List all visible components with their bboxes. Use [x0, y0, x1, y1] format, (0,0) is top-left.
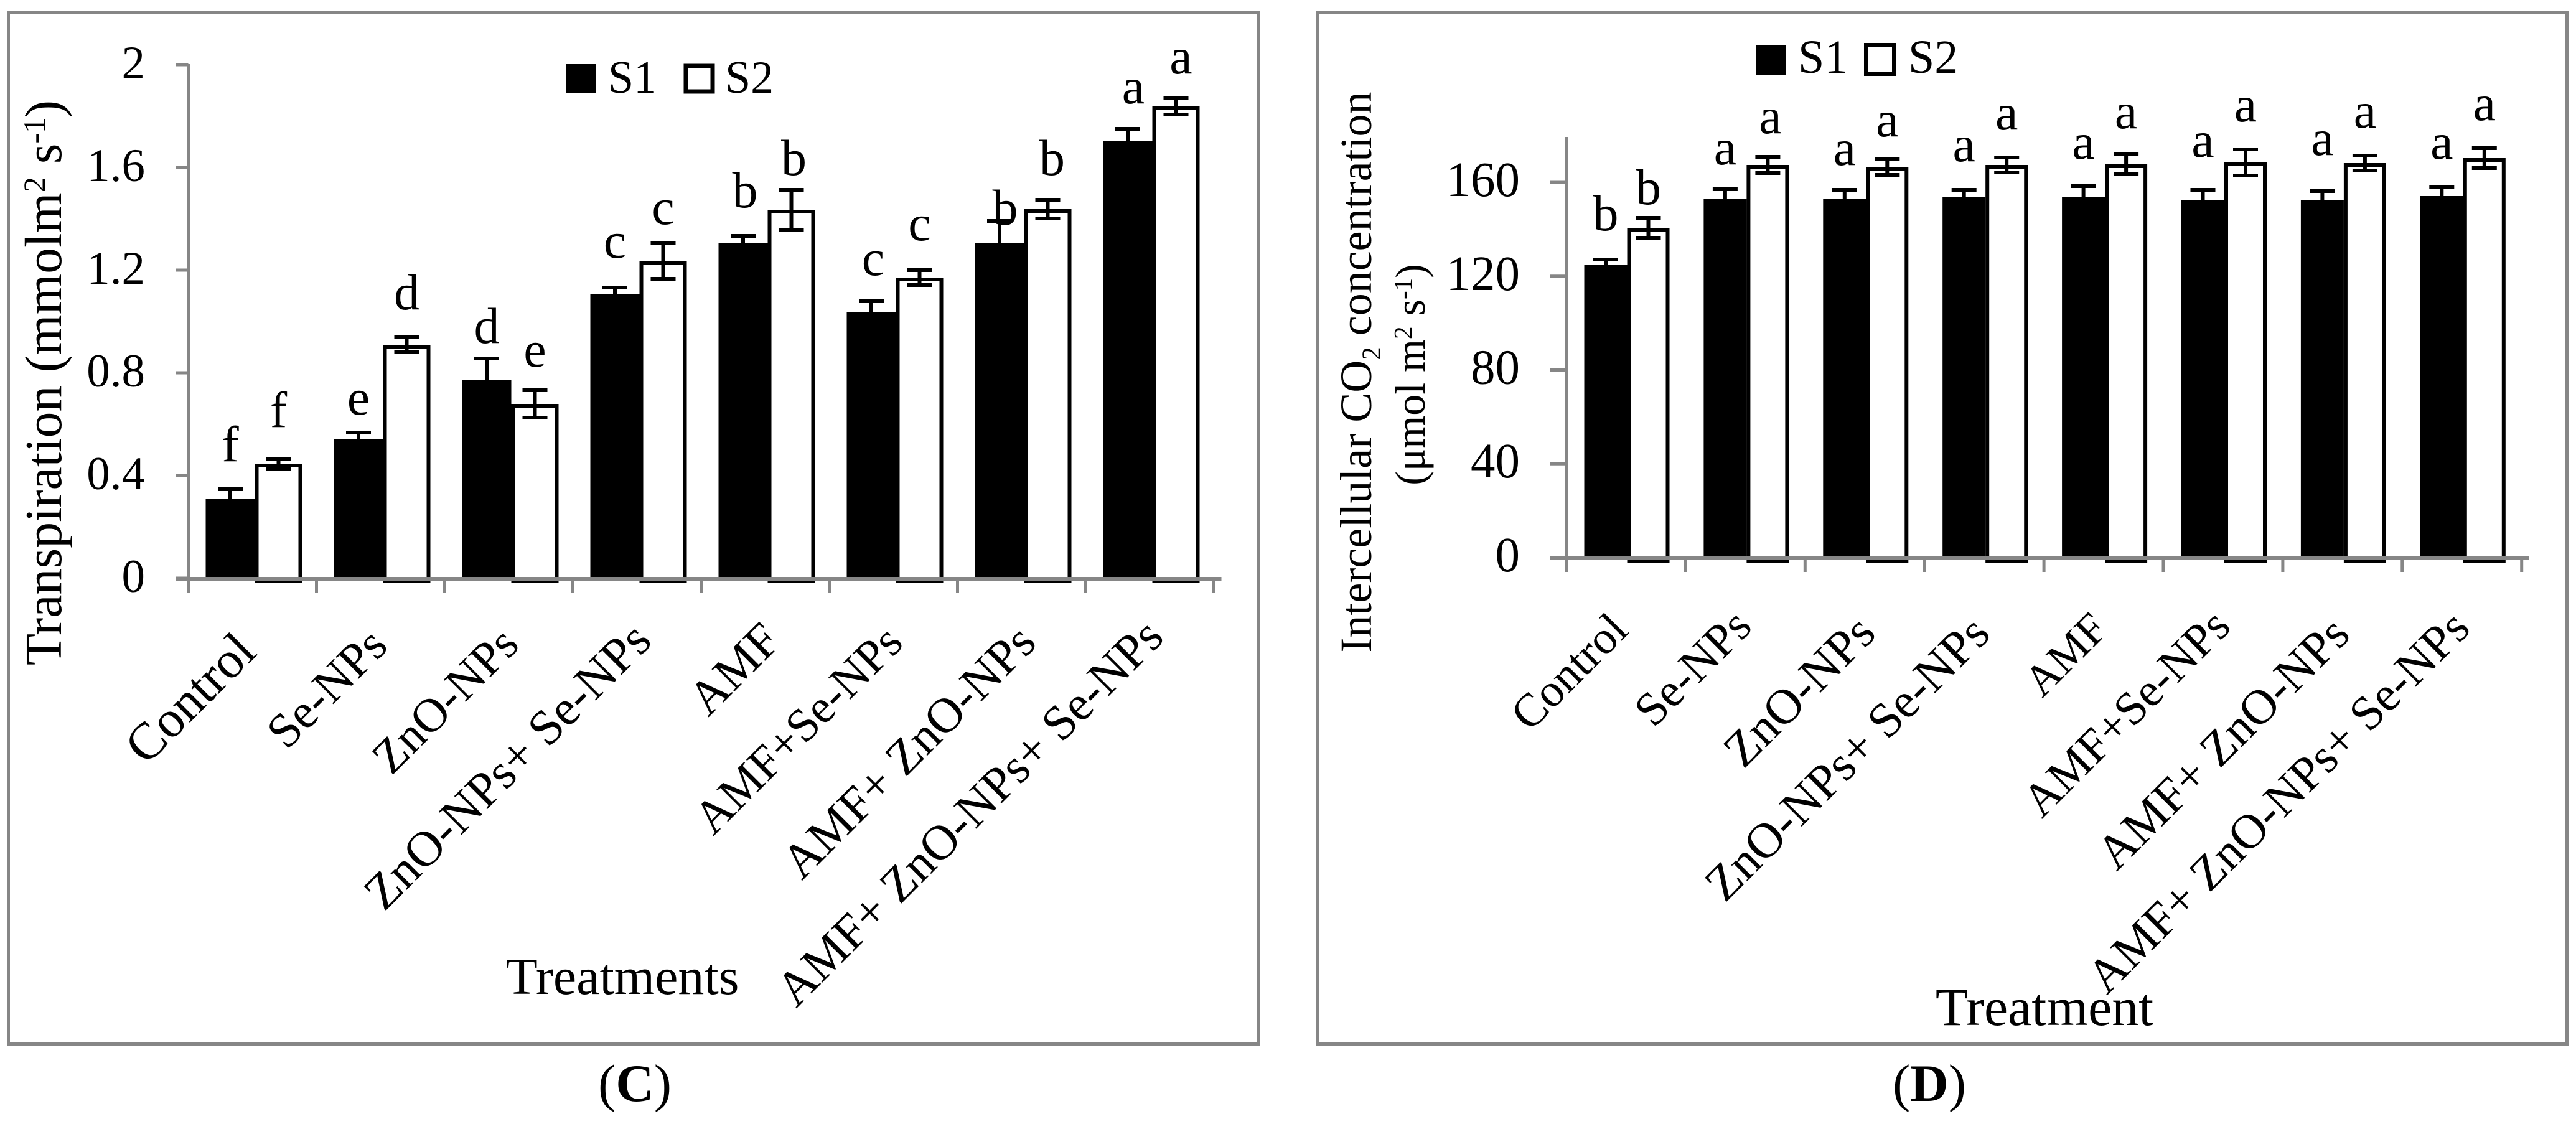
- svg-text:a: a: [1834, 119, 1856, 176]
- svg-text:160: 160: [1446, 153, 1520, 207]
- svg-text:f: f: [270, 382, 288, 438]
- svg-text:0.8: 0.8: [87, 345, 145, 397]
- svg-text:Control: Control: [114, 622, 266, 774]
- svg-text:f: f: [222, 416, 239, 472]
- svg-text:S2: S2: [725, 52, 774, 103]
- svg-text:AMF: AMF: [2015, 604, 2117, 706]
- svg-text:S1: S1: [608, 52, 657, 103]
- svg-text:e: e: [347, 369, 370, 426]
- svg-text:a: a: [1759, 88, 1781, 144]
- svg-text:a: a: [2115, 83, 2137, 139]
- svg-text:(μmol m2 s-1): (μmol m2 s-1): [1387, 264, 1434, 485]
- svg-text:80: 80: [1471, 341, 1520, 395]
- svg-text:120: 120: [1446, 247, 1520, 301]
- svg-text:2: 2: [122, 37, 146, 89]
- svg-text:a: a: [2354, 82, 2376, 139]
- svg-text:Control: Control: [1501, 604, 1637, 740]
- svg-text:a: a: [2191, 111, 2214, 168]
- svg-text:d: d: [394, 264, 419, 321]
- svg-text:0.4: 0.4: [87, 448, 145, 500]
- svg-text:S1: S1: [1798, 31, 1848, 83]
- svg-text:c: c: [604, 212, 626, 269]
- svg-text:c: c: [862, 230, 884, 286]
- svg-text:a: a: [1952, 116, 1975, 172]
- svg-text:a: a: [1876, 91, 1898, 148]
- svg-text:b: b: [1593, 185, 1619, 241]
- svg-text:c: c: [652, 179, 674, 235]
- svg-text:1.6: 1.6: [87, 140, 145, 192]
- svg-text:a: a: [1714, 119, 1736, 176]
- svg-text:(C): (C): [598, 1054, 672, 1113]
- svg-text:e: e: [523, 321, 546, 378]
- svg-text:40: 40: [1471, 434, 1520, 489]
- svg-text:a: a: [1122, 58, 1145, 115]
- svg-text:Transpiration (mmolm2 s-1): Transpiration (mmolm2 s-1): [15, 100, 73, 665]
- svg-text:d: d: [474, 297, 500, 354]
- svg-text:a: a: [1995, 84, 2018, 141]
- svg-text:Intercellular CO2 concentratio: Intercellular CO2 concentration: [1331, 91, 1387, 652]
- svg-text:a: a: [2072, 113, 2094, 170]
- svg-text:0: 0: [1496, 528, 1520, 583]
- svg-text:a: a: [2430, 113, 2453, 170]
- svg-text:a: a: [1169, 28, 1192, 85]
- svg-text:1.2: 1.2: [87, 243, 145, 294]
- svg-text:0: 0: [122, 551, 146, 602]
- svg-text:S2: S2: [1908, 31, 1958, 83]
- svg-text:b: b: [1636, 159, 1661, 215]
- svg-text:a: a: [2234, 76, 2257, 133]
- svg-text:b: b: [1039, 129, 1065, 186]
- svg-text:a: a: [2311, 110, 2333, 166]
- svg-text:b: b: [781, 129, 807, 186]
- svg-text:b: b: [733, 162, 758, 218]
- svg-text:Treatment: Treatment: [1936, 977, 2153, 1037]
- svg-text:b: b: [993, 179, 1018, 236]
- svg-text:(D): (D): [1893, 1054, 1966, 1113]
- svg-text:c: c: [908, 195, 930, 251]
- svg-text:AMF: AMF: [677, 612, 790, 726]
- svg-text:Treatments: Treatments: [506, 948, 739, 1006]
- svg-text:a: a: [2473, 75, 2496, 131]
